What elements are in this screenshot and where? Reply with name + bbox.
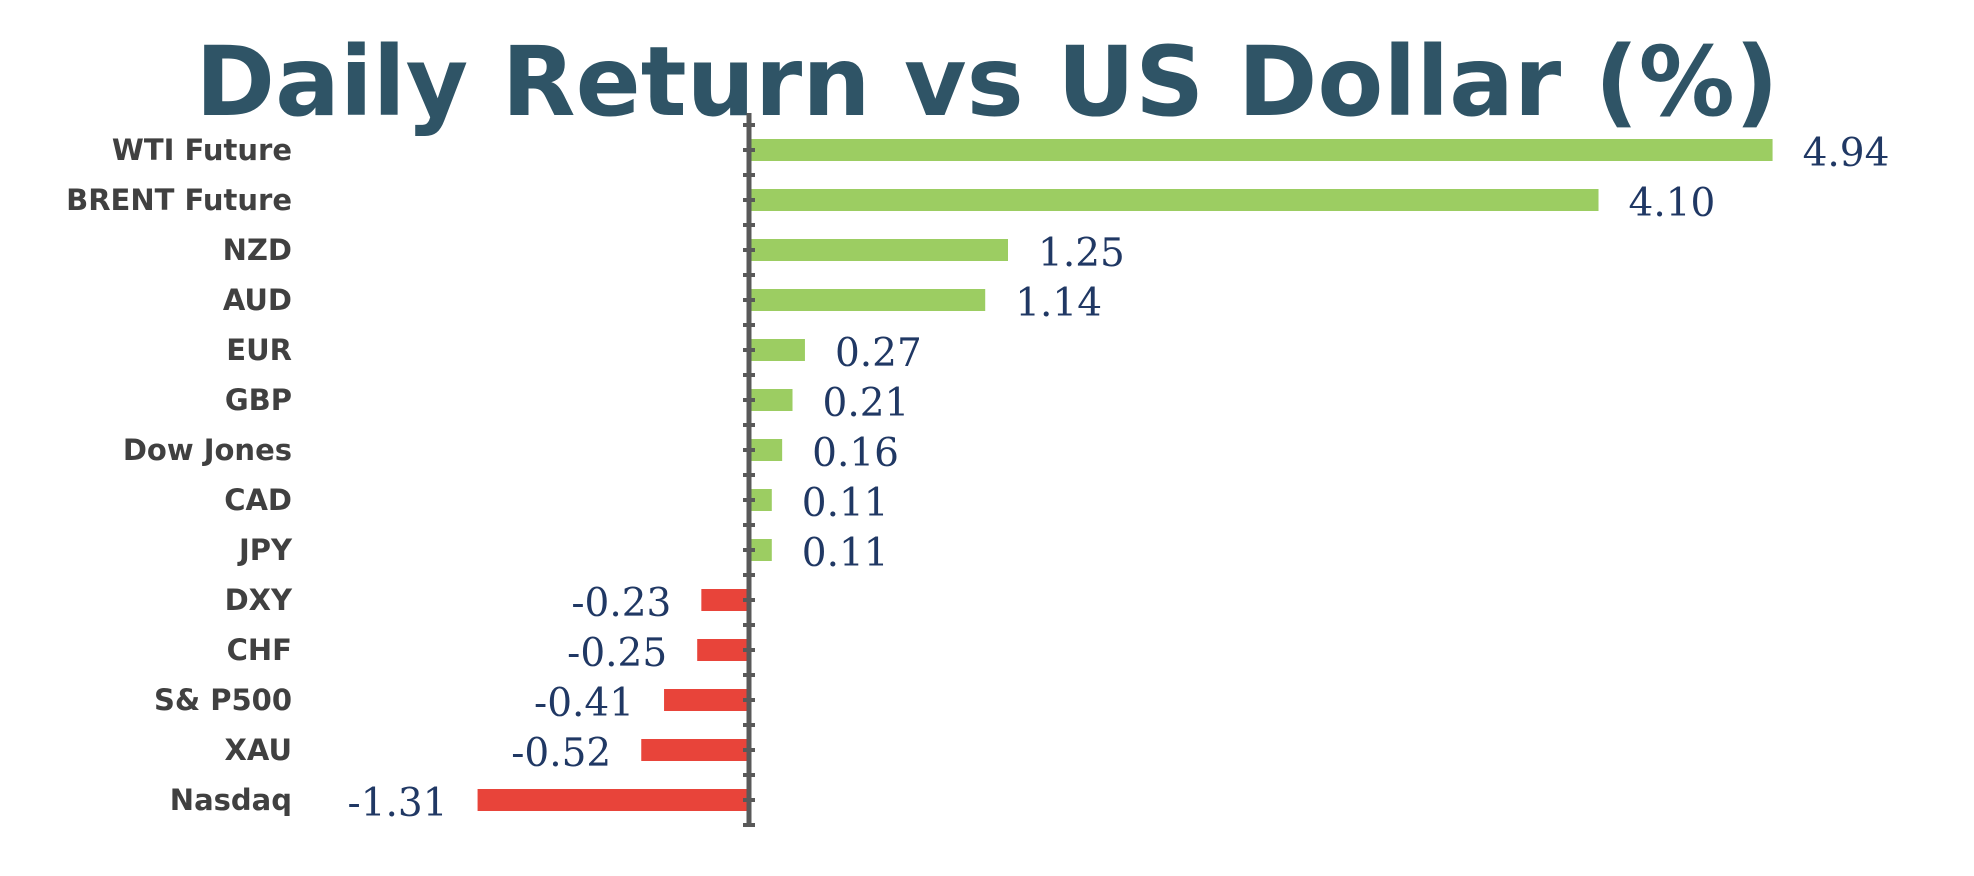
category-label: Dow Jones xyxy=(123,433,292,467)
value-label: -0.25 xyxy=(567,631,667,676)
bar-gbp xyxy=(749,389,793,411)
value-label: -1.31 xyxy=(348,781,448,826)
bar-cad xyxy=(749,489,772,511)
value-label: 4.10 xyxy=(1629,181,1716,226)
bar-wti-future xyxy=(749,139,1773,161)
category-label: CAD xyxy=(224,483,292,517)
bar-brent-future xyxy=(749,189,1599,211)
value-label: 1.14 xyxy=(1015,281,1102,326)
value-label: 0.16 xyxy=(812,431,899,476)
category-label: GBP xyxy=(225,383,292,417)
value-label: 0.11 xyxy=(802,531,889,576)
category-label: NZD xyxy=(223,233,292,267)
category-label: JPY xyxy=(237,533,293,567)
bar-jpy xyxy=(749,539,772,561)
bar-dow-jones xyxy=(749,439,783,461)
bar-xau xyxy=(641,739,749,761)
value-label: 0.11 xyxy=(802,481,889,526)
bar-chf xyxy=(697,639,749,661)
bar-nzd xyxy=(749,239,1008,261)
bar-dxy xyxy=(701,589,749,611)
value-labels: 4.94 4.10 1.25 1.14 0.27 0.21 0.16 0.11 0.11 -0.2… xyxy=(348,131,1890,826)
value-label: 1.25 xyxy=(1038,231,1125,276)
chart-title: Daily Return vs US Dollar (%) xyxy=(195,26,1778,138)
value-label: -0.52 xyxy=(511,731,611,776)
bar-aud xyxy=(749,289,986,311)
bars-layer xyxy=(477,139,1773,811)
value-label: -0.23 xyxy=(571,581,671,626)
category-label: EUR xyxy=(226,333,292,367)
value-label: 0.21 xyxy=(823,381,910,426)
category-label: XAU xyxy=(225,733,292,767)
value-label: 4.94 xyxy=(1803,131,1890,176)
category-label: Nasdaq xyxy=(170,783,292,817)
bar-nasdaq xyxy=(477,789,749,811)
y-axis xyxy=(743,113,755,827)
bar-s-p500 xyxy=(664,689,749,711)
category-label: CHF xyxy=(227,633,292,667)
category-label: WTI Future xyxy=(112,133,292,167)
category-labels: WTI Future BRENT Future NZD AUD EUR GBP Dow Jo… xyxy=(66,133,293,817)
category-label: AUD xyxy=(223,283,292,317)
bar-eur xyxy=(749,339,805,361)
category-label: DXY xyxy=(225,583,293,617)
category-label: S& P500 xyxy=(154,683,292,717)
category-label: BRENT Future xyxy=(66,183,292,217)
value-label: 0.27 xyxy=(835,331,922,376)
value-label: -0.41 xyxy=(534,681,634,726)
